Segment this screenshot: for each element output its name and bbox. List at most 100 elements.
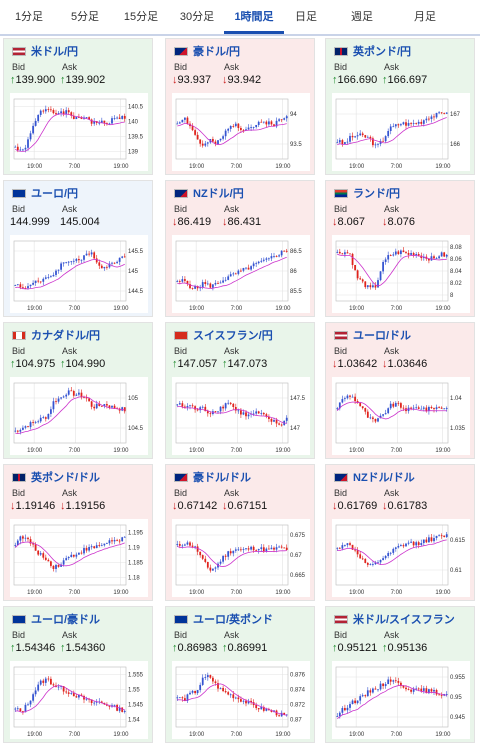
tab-3[interactable]: 15分足 (123, 11, 159, 23)
price-chart[interactable]: 0.876 0.874 0.872 0.87 19:00 7:00 19:00 (172, 661, 310, 739)
tab-5[interactable]: 1時間足 (224, 0, 284, 34)
pair-name[interactable]: NZドル/円 (193, 188, 244, 200)
price-chart[interactable]: 94 93.5 19:00 7:00 19:00 (172, 93, 310, 171)
candle-body (270, 710, 273, 712)
rate-card[interactable]: 英ポンド/ドル Bid Ask ↓1.19146 ↓1.19156 1.195 1.19 1.… (3, 464, 153, 601)
price-chart[interactable]: 147.5 147 19:00 7:00 19:00 (172, 377, 310, 455)
price-chart[interactable]: 1.555 1.55 1.545 1.54 19:00 7:00 19:00 (10, 661, 148, 739)
pair-title[interactable]: カナダドル/円 (12, 327, 100, 343)
pair-name[interactable]: 米ドル/スイスフラン (353, 614, 455, 626)
candle-body (379, 271, 382, 281)
candle-body (356, 700, 359, 704)
rate-card[interactable]: スイスフラン/円 Bid Ask ↑147.057 ↑147.073 147.5 147 19… (165, 322, 315, 459)
candle-body (32, 543, 34, 545)
candle-body (196, 409, 199, 411)
candle-body (382, 683, 384, 687)
rate-card[interactable]: ユーロ/豪ドル Bid Ask ↑1.54346 ↑1.54360 1.555 1.55 1.… (3, 606, 153, 743)
candle-body (83, 397, 85, 399)
pair-title[interactable]: 米ドル/円 (12, 43, 78, 59)
pair-name[interactable]: ユーロ/ドル (353, 330, 412, 342)
price-chart[interactable]: 0.615 0.61 19:00 7:00 19:00 (332, 519, 470, 597)
price-chart[interactable]: 0.955 0.95 0.945 19:00 7:00 19:00 (332, 661, 470, 739)
rate-card[interactable]: 米ドル/円 Bid Ask ↑139.900 ↑139.902 140.5 140 139.5… (3, 38, 153, 175)
pair-title[interactable]: NZドル/ドル (334, 469, 415, 485)
price-chart[interactable]: 0.675 0.67 0.665 19:00 7:00 19:00 (172, 519, 310, 597)
pair-name[interactable]: ランド/円 (353, 188, 401, 200)
rate-card[interactable]: ユーロ/円 Bid Ask 144.999 145.004 145.5 145 144.5 19… (3, 180, 153, 317)
candle-body (433, 256, 435, 259)
arrow-up-icon: ↑ (332, 74, 338, 86)
rate-card[interactable]: NZドル/ドル Bid Ask ↓0.61769 ↓0.61783 0.615 0.61 19… (325, 464, 475, 601)
pair-title[interactable]: ランド/円 (334, 185, 400, 201)
candle-body (234, 123, 237, 127)
candle-body (95, 545, 98, 549)
pair-name[interactable]: カナダドル/円 (31, 330, 101, 342)
tab-7[interactable]: 週足 (351, 11, 373, 23)
price-chart[interactable]: 8.08 8.06 8.04 8.02 8 19:00 7:00 19:00 (332, 235, 470, 313)
pair-title[interactable]: 豪ドル/円 (174, 43, 240, 59)
candle-body (93, 121, 96, 124)
pair-name[interactable]: NZドル/ドル (353, 472, 415, 484)
tab-1[interactable]: 1分足 (14, 11, 44, 23)
rate-card[interactable]: NZドル/円 Bid Ask ↓86.419 ↓86.431 86.5 86 85.5 19:0… (165, 180, 315, 317)
price-chart[interactable]: 1.04 1.035 19:00 7:00 19:00 (332, 377, 470, 455)
price-chart[interactable]: 167 166 19:00 7:00 19:00 (332, 93, 470, 171)
tab-8[interactable]: 月足 (414, 11, 436, 23)
rate-card[interactable]: 豪ドル/円 Bid Ask ↓93.937 ↓93.942 94 93.5 19:00 7:00… (165, 38, 315, 175)
rate-card[interactable]: 英ポンド/円 Bid Ask ↑166.690 ↑166.697 167 166 19:00 7… (325, 38, 475, 175)
rate-card[interactable]: 豪ドル/ドル Bid Ask ↓0.67142 ↓0.67151 0.675 0.67 0.6… (165, 464, 315, 601)
candle-body (359, 403, 362, 407)
pair-title[interactable]: 英ポンド/円 (334, 43, 411, 59)
candle-body (85, 117, 88, 118)
candle-body (338, 547, 341, 549)
candle-body (232, 273, 235, 275)
candle-body (369, 136, 372, 139)
candle-body (387, 408, 390, 414)
tab-2[interactable]: 5分足 (70, 11, 100, 23)
pair-name[interactable]: ユーロ/英ポンド (193, 614, 274, 626)
pair-name[interactable]: 豪ドル/円 (193, 46, 241, 58)
pair-name[interactable]: ユーロ/円 (31, 188, 79, 200)
pair-name[interactable]: ユーロ/豪ドル (31, 614, 101, 626)
rate-card[interactable]: ランド/円 Bid Ask ↓8.067 ↓8.076 8.08 8.06 8.04 8.02 8… (325, 180, 475, 317)
candle-body (422, 539, 425, 544)
pair-title[interactable]: 豪ドル/ドル (174, 469, 251, 485)
candle-body (103, 120, 106, 123)
tab-6[interactable]: 日足 (295, 11, 317, 23)
pair-title[interactable]: NZドル/円 (174, 185, 244, 201)
rate-card[interactable]: カナダドル/円 Bid Ask ↑104.975 ↑104.990 105 104.5 19:… (3, 322, 153, 459)
candle-body (67, 261, 70, 263)
price-chart[interactable]: 86.5 86 85.5 19:00 7:00 19:00 (172, 235, 310, 313)
pair-title[interactable]: ユーロ/豪ドル (12, 611, 100, 627)
x-tick-label: 19:00 (349, 306, 365, 312)
candle-body (116, 261, 118, 263)
candle-body (217, 140, 219, 145)
candle-body (60, 564, 62, 567)
pair-title[interactable]: ユーロ/円 (12, 185, 78, 201)
pair-title[interactable]: ユーロ/ドル (334, 327, 411, 343)
pair-name[interactable]: 英ポンド/円 (353, 46, 412, 58)
tab-4[interactable]: 30分足 (179, 11, 215, 23)
pair-title[interactable]: 英ポンド/ドル (12, 469, 100, 485)
price-chart[interactable]: 105 104.5 19:00 7:00 19:00 (10, 377, 148, 455)
pair-title[interactable]: スイスフラン/円 (174, 327, 273, 343)
pair-title[interactable]: 米ドル/スイスフラン (334, 611, 455, 627)
pair-name[interactable]: 英ポンド/ドル (31, 472, 101, 484)
pair-name[interactable]: 米ドル/円 (31, 46, 79, 58)
price-chart[interactable]: 145.5 145 144.5 19:00 7:00 19:00 (10, 235, 148, 313)
bid-value: ↑166.690 (332, 74, 378, 86)
candle-body (270, 256, 273, 259)
pair-name[interactable]: スイスフラン/円 (193, 330, 273, 342)
price-chart[interactable]: 1.195 1.19 1.185 1.18 19:00 7:00 19:00 (10, 519, 148, 597)
y-tick-label: 167 (450, 112, 461, 118)
candle-body (206, 411, 209, 414)
rate-card[interactable]: ユーロ/英ポンド Bid Ask ↑0.86983 ↑0.86991 0.876 0.874… (165, 606, 315, 743)
candle-body (417, 121, 420, 124)
rate-card[interactable]: 米ドル/スイスフラン Bid Ask ↑0.95121 ↑0.95136 0.955 0.9… (325, 606, 475, 743)
price-chart[interactable]: 140.5 140 139.5 139 19:00 7:00 19:00 (10, 93, 148, 171)
rate-card[interactable]: ユーロ/ドル Bid Ask ↓1.03642 ↓1.03646 1.04 1.035 19:… (325, 322, 475, 459)
pair-title[interactable]: ユーロ/英ポンド (174, 611, 273, 627)
pair-name[interactable]: 豪ドル/ドル (193, 472, 252, 484)
candle-body (37, 280, 40, 282)
candle-body (338, 251, 341, 254)
